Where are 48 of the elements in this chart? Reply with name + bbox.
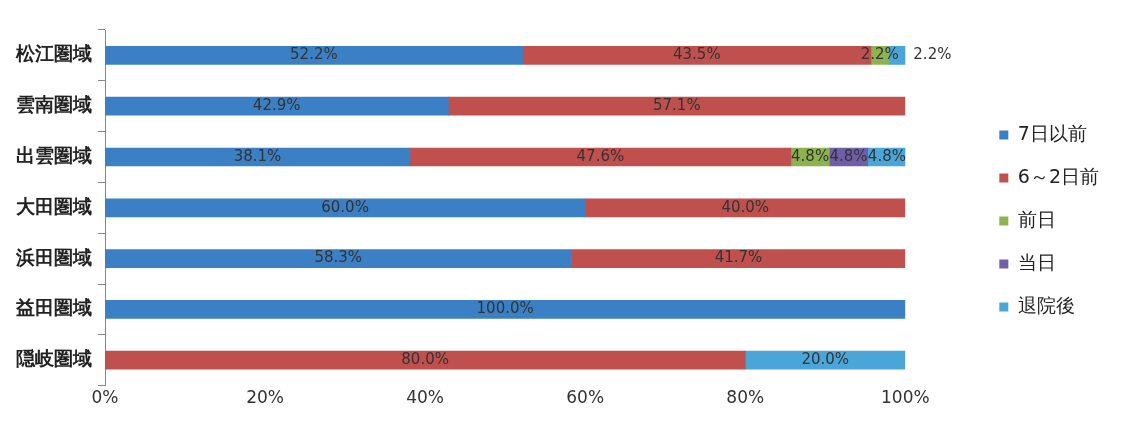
legend-label: 当日 [1017,250,1056,273]
y-tick-label: 浜田圏域 [15,245,92,268]
data-label: 4.8% [829,146,868,165]
x-tick-label: 80% [726,387,765,408]
y-tick-label: 松江圏域 [15,42,92,65]
y-tick-label: 益田圏域 [15,296,92,319]
legend-label: 前日 [1017,207,1056,230]
bar [744,350,906,370]
data-label: 100.0% [476,299,534,318]
bar [105,96,449,116]
data-label: 2.2% [860,45,899,64]
bar [105,300,906,319]
data-label: 47.6% [576,146,625,165]
bar [448,96,906,116]
bar [409,147,792,167]
bar [571,249,906,268]
y-tick-label: 隠岐圏域 [16,347,92,370]
y-tick-label: 出雲圏域 [16,143,92,166]
data-label: 4.8% [791,146,830,165]
y-tick-label: 雲南圏域 [16,93,92,116]
x-tick-label: 0% [91,387,119,408]
data-label: 20.0% [801,350,850,369]
data-label: 80.0% [401,350,449,369]
data-label: 38.1% [233,146,282,165]
data-label: 43.5% [673,45,721,64]
legend-label: 7日以前 [1017,121,1087,144]
x-tick-label: 100% [881,387,930,408]
data-label: 4.8% [867,146,906,165]
legend-label: 6～2日前 [1017,164,1100,187]
bar [584,198,906,218]
data-label: 57.1% [653,96,701,115]
x-tick-label: 60% [566,387,605,408]
bar [105,147,411,167]
data-label: 40.0% [721,197,770,216]
legend-label: 退院後 [1017,293,1075,316]
bar [105,249,572,268]
y-tick-label: 大田圏域 [16,194,92,217]
data-label: 41.7% [714,248,763,267]
data-label: 2.2% [913,45,952,64]
data-label: 60.0% [321,197,369,216]
x-tick-label: 40% [406,387,445,408]
bar [105,46,524,65]
bar [105,198,586,218]
x-tick-label: 20% [246,387,284,408]
data-label: 58.3% [314,248,363,267]
data-label: 52.2% [290,45,338,64]
data-label: 42.9% [252,96,301,115]
bar [105,350,746,370]
